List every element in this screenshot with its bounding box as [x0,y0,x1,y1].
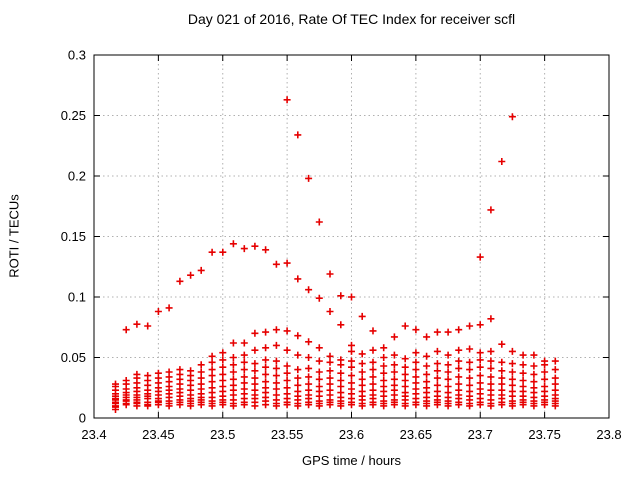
x-tick-label: 23.5 [210,427,235,442]
y-tick-label: 0.3 [68,48,86,63]
y-tick-label: 0.2 [68,169,86,184]
y-axis-label: ROTI / TECUs [6,194,22,278]
x-tick-label: 23.7 [468,427,493,442]
y-tick-label: 0.05 [61,350,86,365]
x-tick-label: 23.75 [528,427,561,442]
data-points [112,96,559,413]
x-tick-label: 23.45 [142,427,175,442]
x-tick-label: 23.6 [339,427,364,442]
y-tick-label: 0 [79,411,86,426]
y-tick-label: 0.1 [68,290,86,305]
y-tick-label: 0.15 [61,229,86,244]
x-axis-label: GPS time / hours [302,453,401,468]
y-tick-label: 0.25 [61,108,86,123]
x-tick-label: 23.65 [400,427,433,442]
chart-title: Day 021 of 2016, Rate Of TEC Index for r… [187,11,516,27]
x-tick-label: 23.55 [271,427,304,442]
x-tick-label: 23.8 [596,427,621,442]
x-tick-label: 23.4 [81,427,106,442]
